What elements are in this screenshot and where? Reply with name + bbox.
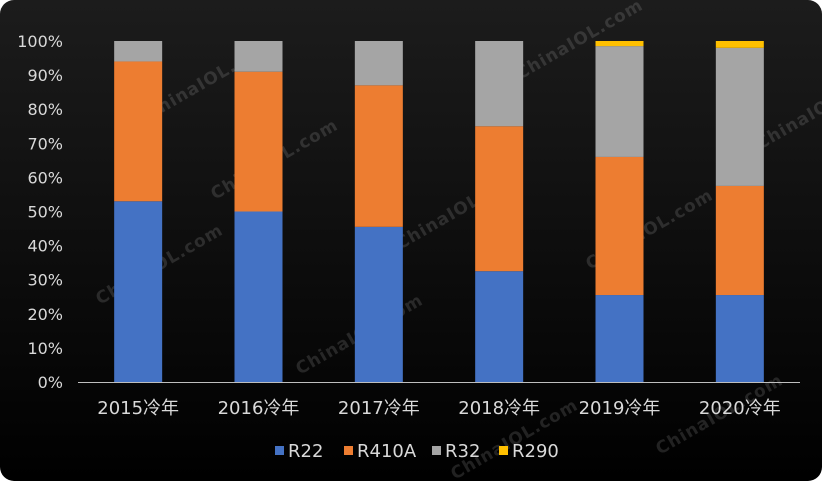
y-tick-label: 100%	[17, 32, 63, 51]
x-category-label: 2016冷年	[218, 398, 300, 419]
x-category-label: 2020冷年	[699, 398, 781, 419]
legend-label: R410A	[357, 441, 417, 462]
bar-segment-r22	[114, 201, 163, 382]
legend-label: R22	[288, 441, 323, 462]
bar-segment-r410a	[595, 156, 644, 296]
legend-swatch-r22	[275, 446, 284, 455]
bar-segment-r32	[114, 41, 163, 62]
legend-label: R290	[512, 441, 559, 462]
legend-label: R32	[445, 441, 480, 462]
bar-segment-r22	[595, 295, 644, 382]
y-tick-label: 80%	[27, 100, 63, 119]
y-tick-label: 0%	[38, 373, 63, 392]
x-category-label: 2017冷年	[338, 398, 420, 419]
bar-segment-r32	[234, 41, 283, 72]
y-tick-label: 50%	[27, 203, 63, 222]
legend-swatch-r32	[432, 446, 441, 455]
x-category-label: 2019冷年	[579, 398, 661, 419]
bar-segment-r290	[715, 41, 764, 48]
y-tick-label: 10%	[27, 339, 63, 358]
y-tick-label: 60%	[27, 168, 63, 187]
y-tick-label: 20%	[27, 305, 63, 324]
y-tick-label: 30%	[27, 271, 63, 290]
bar-segment-r32	[595, 46, 644, 157]
y-tick-label: 40%	[27, 237, 63, 256]
bar-segment-r410a	[475, 126, 524, 272]
bar-segment-r32	[475, 41, 524, 127]
bar-segment-r410a	[715, 185, 764, 296]
bar-segment-r32	[715, 47, 764, 186]
x-category-label: 2015冷年	[97, 398, 179, 419]
bar-segment-r22	[715, 295, 764, 382]
bar-segment-r410a	[234, 71, 283, 212]
bar-segment-r32	[354, 41, 403, 86]
legend-swatch-r410a	[344, 446, 353, 455]
bar-segment-r410a	[354, 85, 403, 227]
x-category-label: 2018冷年	[458, 398, 540, 419]
bar-segment-r22	[475, 271, 524, 382]
bar-segment-r22	[354, 226, 403, 382]
bar-segment-r290	[595, 41, 644, 47]
legend-swatch-r290	[499, 446, 508, 455]
bar-segment-r22	[234, 211, 283, 382]
y-tick-label: 90%	[27, 66, 63, 85]
y-tick-label: 70%	[27, 134, 63, 153]
bar-segment-r410a	[114, 61, 163, 202]
